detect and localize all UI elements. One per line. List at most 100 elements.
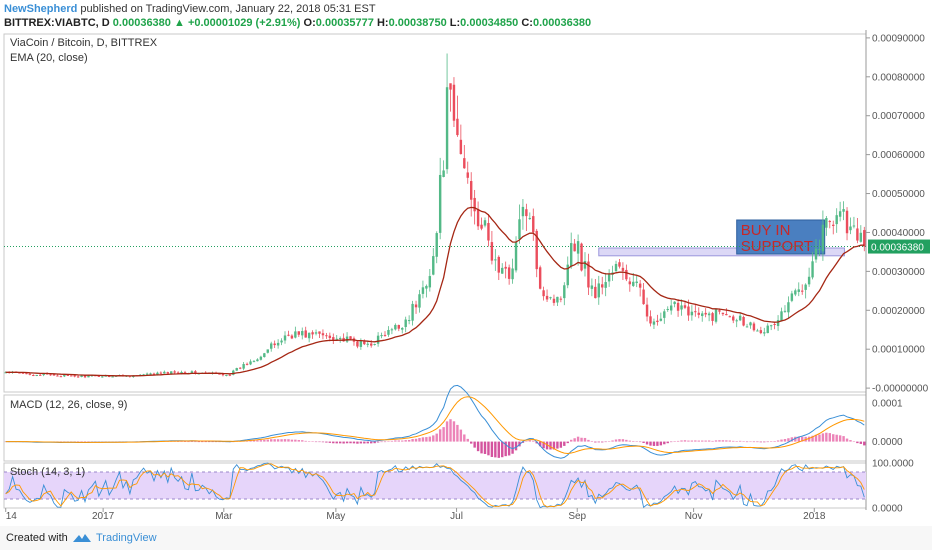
candle [735,318,738,328]
candle-body [63,374,66,377]
candle-body [518,219,521,240]
annotation-text-1: BUY IN [741,222,791,239]
candle [411,300,414,326]
candle [290,334,294,340]
candle-body [270,343,273,349]
candle [797,282,800,297]
macd-hist-bar [521,441,525,443]
candle-body [838,211,842,217]
candle [466,161,469,184]
macd-hist-bar [311,441,314,442]
macd-hist-bar [559,441,563,448]
candle [304,326,307,338]
candle-body [332,337,335,341]
candle-body [776,320,780,327]
candle [707,311,711,322]
candle [645,297,649,322]
candle [294,326,297,339]
macd-hist-bar [459,429,463,442]
x-tick-label: Nov [685,511,703,522]
macd-hist-bar [304,440,307,442]
candle [297,331,301,337]
support-zone [598,247,845,257]
candle [649,310,652,327]
candle [545,289,549,303]
candle-body [649,316,652,324]
candle [745,323,749,328]
candle [832,220,835,235]
macd-hist-bar [835,434,838,442]
candle-body [707,313,711,316]
macd-hist-bar [766,441,769,443]
macd-hist-bar [325,441,328,443]
chart-canvas[interactable]: 0.00090000 0.00080000 0.00070000 0.00060000… [0,30,932,526]
macd-hist-bar [80,441,83,443]
candle-body [549,297,552,299]
candle-body [773,323,776,325]
candle [587,253,590,295]
candle-body [445,87,449,170]
macd-hist-bar [649,441,652,446]
candle-body [635,281,638,284]
publish-info: published on TradingView.com, January 22… [80,3,376,15]
macd-hist-bar [538,441,542,447]
y-tick-label: 0.00020000 [872,306,925,317]
candle-body [645,304,649,317]
macd-hist-bar [728,440,732,442]
macd-hist-bar [749,441,752,443]
macd-hist-bar [532,440,535,442]
macd-hist-bar [483,441,487,454]
candle-body [259,356,263,360]
candle-body [807,276,811,285]
macd-hist-bar [445,421,449,442]
candle-body [532,216,535,233]
candle [311,330,314,339]
candle-body [566,264,569,286]
candle [445,53,449,174]
last-price-badge-text: 0.00036380 [871,243,924,254]
candle [652,318,656,330]
open-label: O: [303,17,316,29]
x-tick-label: 2017 [92,511,115,522]
candle-body [576,241,580,254]
candle-body [159,372,163,374]
publisher-name[interactable]: NewShepherd [4,3,78,15]
candle-body [170,371,173,374]
macd-hist-bar [307,441,311,442]
candle [504,261,507,279]
candle-body [735,320,738,322]
macd-hist-bar [335,441,338,444]
macd-hist-bar [638,441,642,443]
candle [528,212,532,220]
macd-hist-bar [718,440,721,442]
candle [752,321,756,332]
macd-hist-bar [366,441,369,444]
candle [787,296,790,319]
candle [814,238,818,263]
tradingview-brand[interactable]: TradingView [96,532,157,544]
macd-hist-bar [352,441,356,444]
candle [552,294,556,306]
candle-body [787,302,790,313]
candle [742,315,745,327]
macd-hist-bar [111,441,114,443]
candle [604,272,607,297]
macd-hist-bar [594,441,597,443]
candle-body [863,230,866,247]
candle-body [797,289,800,292]
macd-hist-bar [742,441,745,442]
macd-hist-bar [776,440,780,442]
candle [842,201,845,221]
candle-body [70,375,73,377]
candle [287,330,290,337]
macd-hist-bar [769,441,773,442]
candle [501,263,504,274]
low-value: 0.00034850 [460,17,519,29]
candle [149,372,152,375]
candle-body [563,285,566,299]
candle-body [304,330,307,338]
candle [763,327,766,337]
candle-body [366,343,369,345]
candle [270,341,273,352]
symbol-label: BITTREX:VIABTC, D [4,17,110,29]
